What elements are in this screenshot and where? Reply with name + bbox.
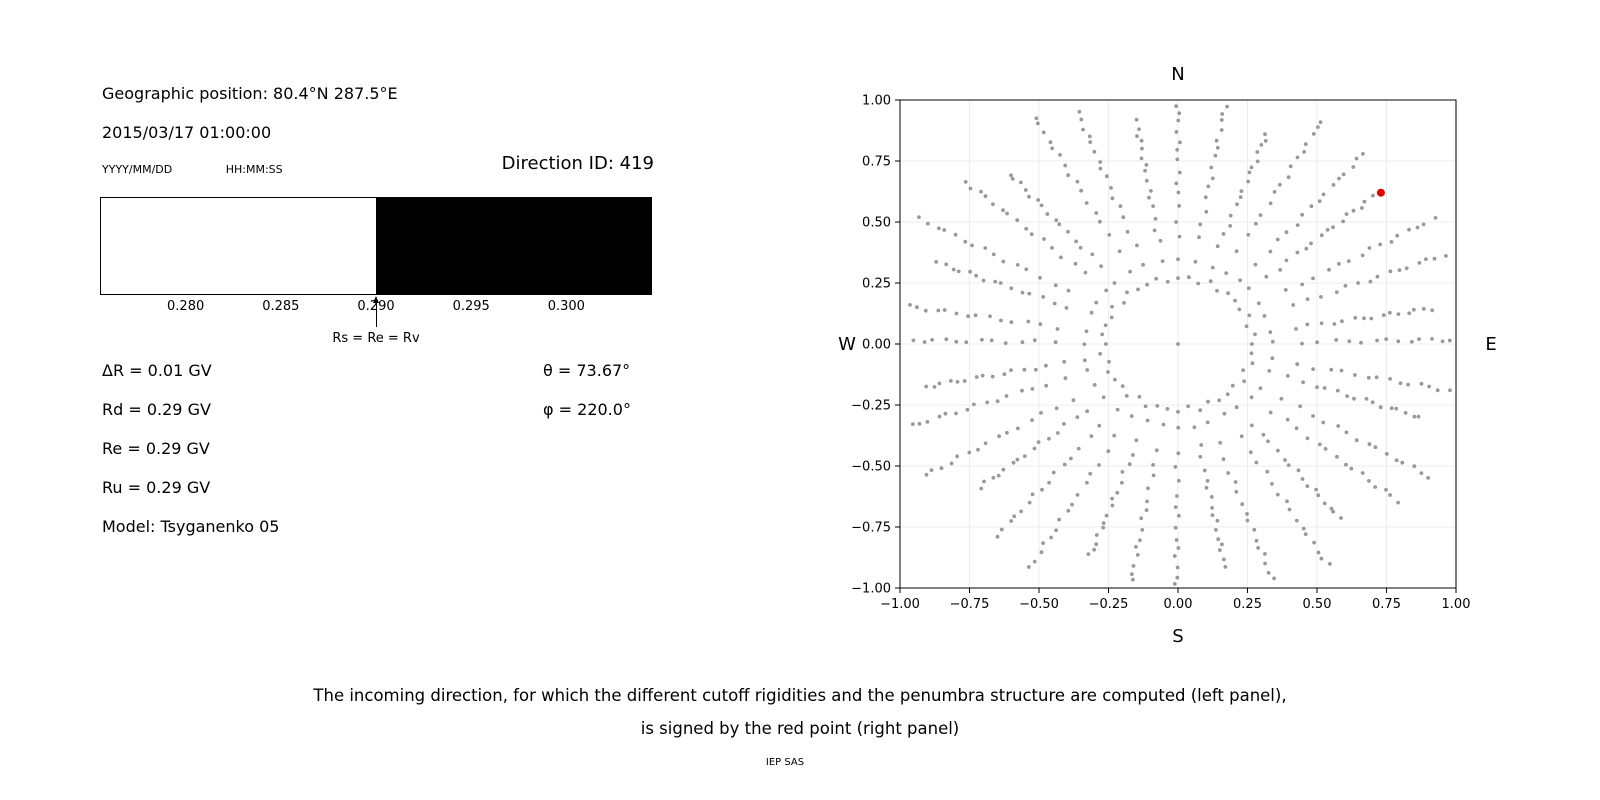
- ru-text: Ru = 0.29 GV: [102, 478, 211, 497]
- arrow-head-icon: [373, 296, 379, 303]
- compass-label-n: N: [1171, 64, 1184, 85]
- geographic-position-text: Geographic position: 80.4°N 287.5°E: [102, 84, 398, 103]
- compass-labels: N S W E: [838, 64, 1497, 647]
- penumbra-tick-label: 0.280: [167, 299, 205, 314]
- axis-tick-marks: [895, 99, 1457, 593]
- svg-text:−0.50: −0.50: [1019, 597, 1059, 612]
- arrow-line: [375, 303, 377, 327]
- re-text: Re = 0.29 GV: [102, 439, 210, 458]
- svg-text:0.75: 0.75: [862, 155, 891, 170]
- penumbra-arrow: [371, 296, 381, 327]
- svg-text:−0.50: −0.50: [851, 460, 891, 475]
- time-format-label: HH:MM:SS: [225, 163, 283, 176]
- svg-text:0.50: 0.50: [1303, 597, 1332, 612]
- direction-angles: θ = 73.67° φ = 220.0°: [543, 351, 631, 429]
- caption-line-1: The incoming direction, for which the di…: [313, 686, 1287, 705]
- rd-text: Rd = 0.29 GV: [102, 400, 211, 419]
- compass-label-w: W: [838, 334, 856, 355]
- caption-line-2: is signed by the red point (right panel): [640, 719, 960, 738]
- date-format-label: YYYY/MM/DD: [102, 163, 173, 176]
- direction-scatter-plot: −1.00 −0.75 −0.50 −0.25 0.00 0.25 0.50 0.75 1.00…: [838, 64, 1497, 647]
- penumbra-annotation: Rs = Re = Rv: [332, 331, 420, 346]
- penumbra-segment: [376, 198, 651, 294]
- penumbra-tick-label: 0.285: [262, 299, 300, 314]
- penumbra-tick-label: 0.295: [452, 299, 490, 314]
- penumbra-tick-label: 0.300: [547, 299, 585, 314]
- svg-text:−1.00: −1.00: [880, 597, 920, 612]
- datetime-format-row: YYYY/MM/DD HH:MM:SS: [102, 163, 283, 176]
- theta-text: θ = 73.67°: [543, 361, 631, 380]
- svg-text:0.25: 0.25: [862, 277, 891, 292]
- svg-text:0.75: 0.75: [1372, 597, 1401, 612]
- rigidity-parameters: ΔR = 0.01 GV Rd = 0.29 GV Re = 0.29 GV R…: [102, 351, 279, 546]
- model-text: Model: Tsyganenko 05: [102, 517, 280, 536]
- svg-text:−1.00: −1.00: [851, 582, 891, 597]
- svg-text:−0.25: −0.25: [1089, 597, 1129, 612]
- credit-text: IEP SAS: [765, 757, 805, 768]
- datetime-text: 2015/03/17 01:00:00: [102, 123, 272, 142]
- penumbra-bar-chart: [100, 197, 652, 295]
- direction-id-text: Direction ID: 419: [501, 153, 654, 174]
- compass-label-e: E: [1485, 334, 1496, 355]
- svg-text:−0.75: −0.75: [950, 597, 990, 612]
- svg-text:−0.75: −0.75: [851, 521, 891, 536]
- phi-text: φ = 220.0°: [543, 400, 631, 419]
- y-tick-labels: −1.00 −0.75 −0.50 −0.25 0.00 0.25 0.50 0.75 1.00: [851, 94, 891, 597]
- penumbra-x-axis: 0.280 0.285 0.290 0.295 0.300: [100, 299, 652, 317]
- svg-text:0.00: 0.00: [1164, 597, 1193, 612]
- svg-text:1.00: 1.00: [1442, 597, 1471, 612]
- svg-text:0.00: 0.00: [862, 338, 891, 353]
- delta-r-text: ΔR = 0.01 GV: [102, 361, 212, 380]
- compass-label-s: S: [1172, 626, 1183, 647]
- svg-text:0.25: 0.25: [1233, 597, 1262, 612]
- svg-text:0.50: 0.50: [862, 216, 891, 231]
- left-info-panel: Geographic position: 80.4°N 287.5°E 2015…: [100, 84, 656, 564]
- svg-text:−0.25: −0.25: [851, 399, 891, 414]
- penumbra-segment: [101, 198, 376, 294]
- x-tick-labels: −1.00 −0.75 −0.50 −0.25 0.00 0.25 0.50 0.75 1.00: [880, 597, 1470, 612]
- red-direction-point: [1376, 188, 1385, 197]
- direction-dots: [908, 104, 1452, 586]
- svg-text:1.00: 1.00: [862, 94, 891, 109]
